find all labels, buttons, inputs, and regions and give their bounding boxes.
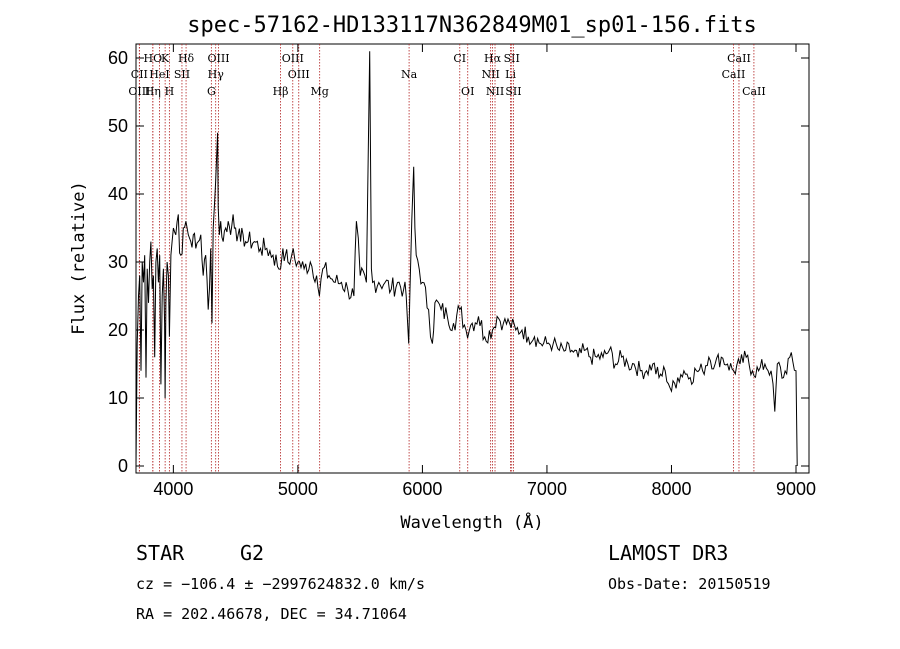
line-marker-label: Hη xyxy=(145,85,161,98)
x-tick-label: 7000 xyxy=(527,479,567,499)
x-tick-label: 4000 xyxy=(153,479,193,499)
y-axis-label: Flux (relative) xyxy=(69,181,89,335)
y-tick-label: 10 xyxy=(108,388,128,408)
line-marker-label: NII xyxy=(481,68,499,81)
plot-frame xyxy=(135,43,810,474)
chart-title: spec-57162-HD133117N362849M01_sp01-156.f… xyxy=(187,13,757,38)
line-marker-label: Hα xyxy=(484,52,502,65)
object-class: STAR xyxy=(136,541,185,565)
x-axis-label: Wavelength (Å) xyxy=(400,511,543,533)
line-marker-label: Na xyxy=(401,68,418,81)
line-marker-label: K xyxy=(161,52,170,65)
obs-date: Obs-Date: 20150519 xyxy=(608,575,771,593)
line-marker-label: NII xyxy=(486,85,504,98)
axis-ticks: 4000 5000 6000 7000 8000 9000 0 10 20 30 40 50 60 xyxy=(108,44,816,499)
line-marker-label: OIII xyxy=(208,52,230,65)
y-tick-label: 40 xyxy=(108,184,128,204)
survey-label: LAMOST DR3 xyxy=(608,541,728,565)
line-marker-label: H xyxy=(165,85,175,98)
x-tick-label: 8000 xyxy=(651,479,691,499)
line-marker-label: Li xyxy=(505,68,516,81)
line-marker-label: G xyxy=(207,85,216,98)
object-subclass: G2 xyxy=(240,541,264,565)
y-tick-label: 50 xyxy=(108,116,128,136)
line-marker-label: Mg xyxy=(311,85,329,98)
redshift-line: cz = −106.4 ± −2997624832.0 km/s xyxy=(136,575,425,593)
y-tick-label: 60 xyxy=(108,48,128,68)
x-tick-label: 9000 xyxy=(776,479,816,499)
line-marker-label: OI xyxy=(461,85,474,98)
line-marker-label: Hβ xyxy=(273,85,289,98)
line-marker-label: HO xyxy=(143,52,162,65)
line-marker-label: CaII xyxy=(727,52,751,65)
spectrum-line xyxy=(135,51,798,467)
ra-dec: RA = 202.46678, DEC = 34.71064 xyxy=(136,605,407,623)
line-marker-label: OIII xyxy=(288,68,310,81)
x-tick-label: 6000 xyxy=(402,479,442,499)
line-marker-label: HeI xyxy=(149,68,169,81)
x-tick-label: 5000 xyxy=(278,479,318,499)
line-marker-label: SII xyxy=(505,85,521,98)
line-marker-label: OIII xyxy=(128,85,150,98)
line-marker-label: Hγ xyxy=(208,68,225,81)
line-marker-label: CaII xyxy=(742,85,766,98)
line-marker-label: SII xyxy=(174,68,190,81)
line-marker-label: OIII xyxy=(282,52,304,65)
line-marker-label: CaII xyxy=(722,68,746,81)
y-tick-label: 30 xyxy=(108,252,128,272)
y-tick-label: 0 xyxy=(118,456,128,476)
line-marker-label: Hδ xyxy=(178,52,195,65)
y-tick-label: 20 xyxy=(108,320,128,340)
line-marker-label: SII xyxy=(504,52,520,65)
line-marker-label: CI xyxy=(453,52,466,65)
